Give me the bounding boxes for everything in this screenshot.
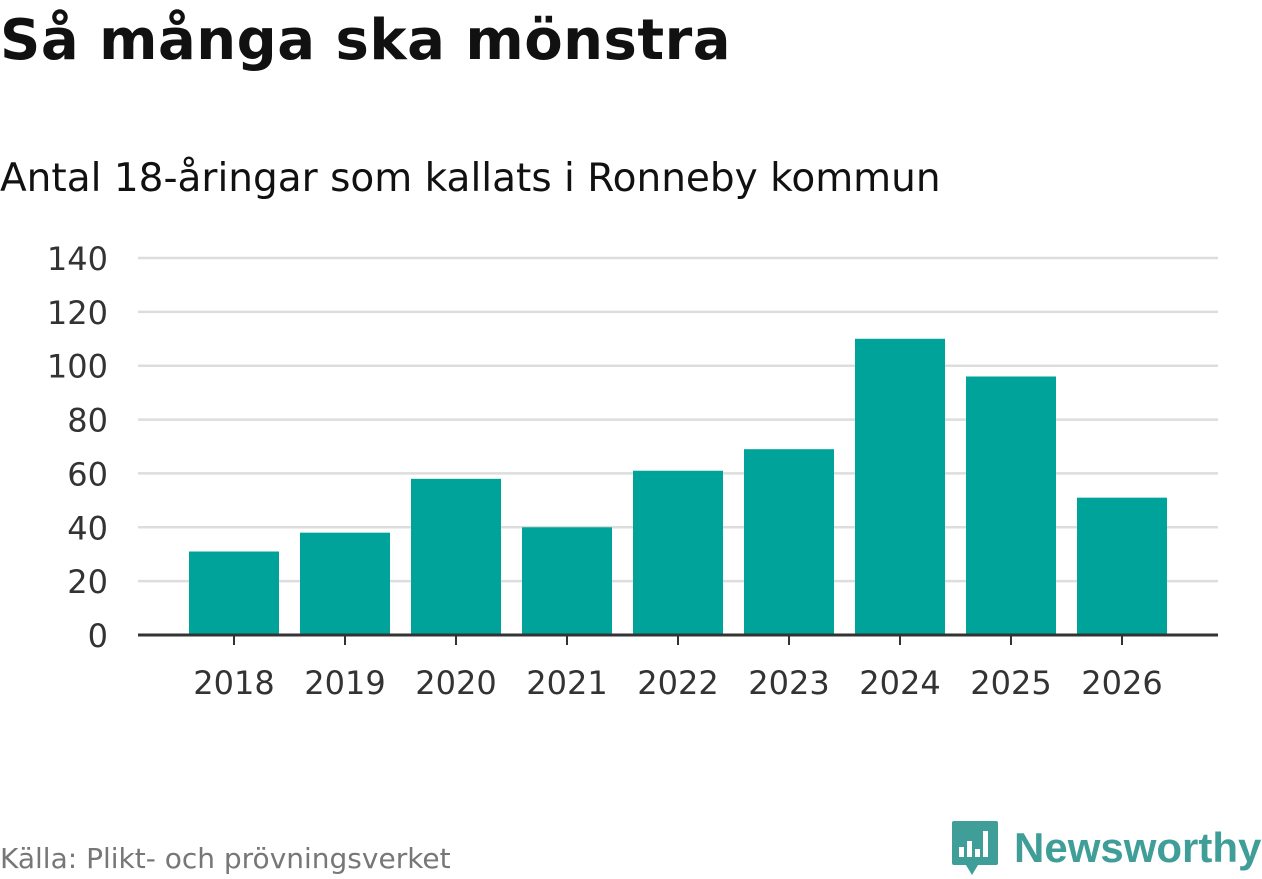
x-tick-label: 2021: [526, 664, 607, 702]
brand-logo: Newsworthy: [950, 818, 1261, 878]
bar-2021: [522, 527, 612, 635]
brand-name: Newsworthy: [1014, 824, 1262, 871]
y-tick-label: 0: [88, 617, 108, 655]
source-note: Källa: Plikt- och prövningsverket: [0, 842, 451, 875]
x-tick-label: 2020: [415, 664, 496, 702]
x-tick-label: 2019: [304, 664, 385, 702]
x-tick-label: 2018: [193, 664, 274, 702]
x-tick-label: 2023: [748, 664, 829, 702]
y-tick-label: 100: [47, 348, 108, 386]
bar-2023: [744, 449, 834, 635]
x-tick-label: 2022: [637, 664, 718, 702]
x-tick-label: 2024: [859, 664, 940, 702]
y-tick-label: 40: [67, 509, 108, 547]
x-tick-labels: 2018 2019 2020 2021 2022 2023 2024 2025 2026: [193, 664, 1162, 702]
y-tick-label: 120: [47, 294, 108, 332]
x-tick-label: 2025: [970, 664, 1051, 702]
bar-2019: [300, 532, 390, 635]
y-tick-label: 60: [67, 455, 108, 493]
chart-subtitle: Antal 18-åringar som kallats i Ronneby k…: [0, 156, 941, 201]
bar-2025: [966, 376, 1056, 635]
y-tick-label: 140: [47, 240, 108, 278]
y-tick-label: 80: [67, 402, 108, 440]
bar-2018: [189, 551, 279, 635]
bar-2024: [855, 338, 945, 635]
y-tick-label: 20: [67, 563, 108, 601]
bar-2020: [411, 478, 501, 635]
chart-title: Så många ska mönstra: [0, 8, 732, 73]
bar-2026: [1077, 497, 1167, 635]
bars: [189, 338, 1167, 635]
newsworthy-logo-icon: [952, 821, 998, 875]
bar-2022: [633, 470, 723, 635]
y-tick-labels: 0 20 40 60 80 100 120 140: [47, 240, 108, 655]
x-tick-label: 2026: [1081, 664, 1162, 702]
x-axis: [138, 633, 1218, 645]
